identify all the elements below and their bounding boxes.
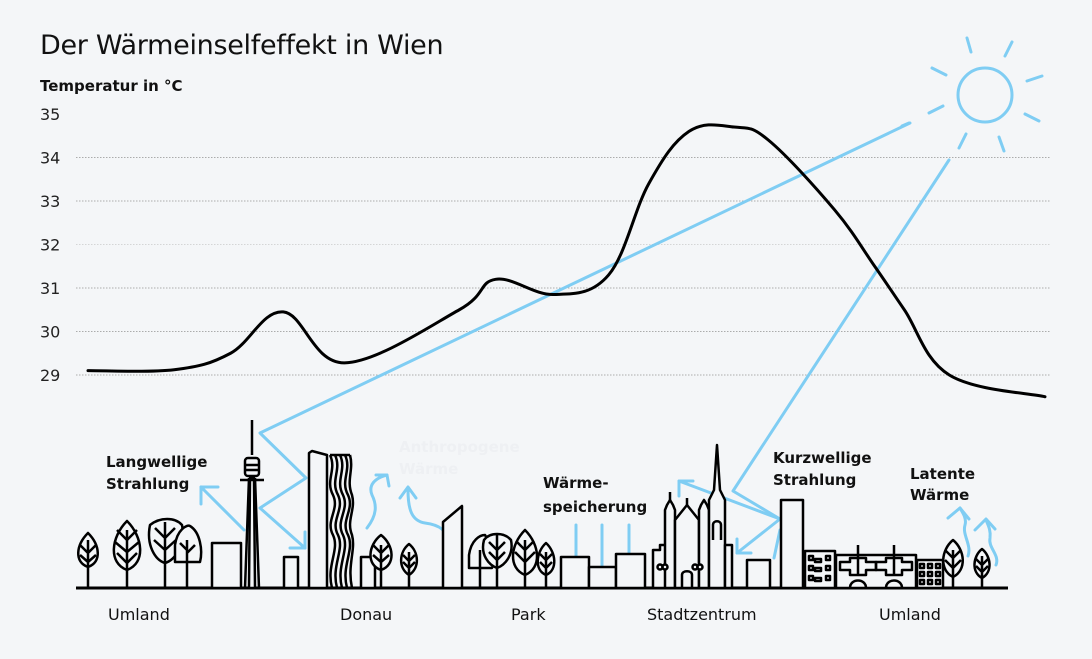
skyline bbox=[77, 420, 991, 590]
temperature-point bbox=[229, 351, 233, 355]
tree-icon bbox=[511, 528, 539, 588]
annotation-anthropogenic-line1: Anthropogene bbox=[399, 438, 520, 456]
temperature-point bbox=[552, 293, 556, 297]
longwave-arrow-icon bbox=[199, 485, 246, 532]
temperature-point bbox=[342, 361, 346, 365]
temperature-point bbox=[732, 125, 736, 129]
temperature-point bbox=[86, 369, 90, 373]
latent-heat-arrows-icon bbox=[946, 506, 999, 567]
y-axis-label: Temperatur in °C bbox=[40, 77, 183, 95]
temperature-point bbox=[494, 277, 498, 281]
tree-icon bbox=[942, 538, 964, 588]
temperature-point bbox=[902, 308, 906, 312]
gridlines bbox=[76, 157, 1050, 376]
slanted-building bbox=[441, 504, 464, 590]
y-tick-label: 35 bbox=[40, 105, 60, 124]
temperature-point bbox=[1043, 395, 1047, 399]
palace-building-icon bbox=[834, 545, 918, 590]
tree-icon bbox=[536, 541, 556, 588]
chart-title: Der Wärmeinselfeffekt in Wien bbox=[40, 30, 444, 61]
tree-icon bbox=[481, 532, 513, 588]
cathedral-icon bbox=[651, 443, 734, 590]
building bbox=[282, 555, 300, 590]
annotation-storage-line1: Wärme- bbox=[543, 474, 609, 492]
tree-icon bbox=[399, 542, 419, 588]
tree-icon bbox=[369, 533, 393, 588]
y-tick-label: 29 bbox=[40, 366, 60, 385]
temperature-point bbox=[607, 273, 611, 277]
tall-building bbox=[307, 449, 329, 590]
tree-icon bbox=[77, 531, 99, 588]
annotation-anthropogenic-line2: Wärme bbox=[399, 460, 458, 478]
region-label-umland-west: Umland bbox=[108, 605, 170, 624]
tree-icon bbox=[973, 547, 991, 588]
wavy-tower-icon bbox=[328, 453, 355, 589]
temperature-point bbox=[172, 368, 176, 372]
shortwave-ray-left bbox=[258, 121, 912, 550]
annotation-latent-line2: Wärme bbox=[910, 486, 969, 504]
tree-icon bbox=[173, 524, 203, 588]
building bbox=[745, 558, 772, 590]
building bbox=[614, 552, 647, 590]
temperature-points bbox=[86, 125, 1047, 399]
building bbox=[210, 541, 243, 590]
temperature-point bbox=[687, 129, 691, 133]
anthropogenic-heat-arrows-icon bbox=[365, 473, 452, 547]
annotation-longwave-line1: Langwellige bbox=[106, 453, 207, 471]
temperature-point bbox=[766, 138, 770, 142]
annotation-latent-line1: Latente bbox=[910, 465, 975, 483]
apartment-building-icon bbox=[803, 549, 837, 590]
shortwave-ray-right bbox=[677, 158, 951, 560]
region-label-park: Park bbox=[511, 605, 546, 624]
sun-icon bbox=[900, 36, 1044, 153]
y-tick-label: 34 bbox=[40, 149, 60, 168]
tree-icon bbox=[112, 519, 142, 588]
building bbox=[359, 555, 377, 590]
y-tick-label: 31 bbox=[40, 279, 60, 298]
temperature-point bbox=[281, 310, 285, 314]
temperature-point bbox=[947, 373, 951, 377]
region-label-donau: Donau bbox=[340, 605, 392, 624]
temperature-point bbox=[873, 264, 877, 268]
building bbox=[587, 565, 618, 590]
building bbox=[559, 555, 591, 590]
temperature-line bbox=[86, 123, 1047, 399]
region-label-stadtzentrum: Stadtzentrum bbox=[647, 605, 757, 624]
annotation-shortwave-line2: Strahlung bbox=[773, 471, 856, 489]
annotation-storage-line2: speicherung bbox=[543, 498, 647, 516]
temperature-point bbox=[647, 182, 651, 186]
tv-tower-icon bbox=[240, 420, 264, 590]
apartment-building-icon bbox=[915, 558, 945, 590]
temperature-point bbox=[832, 208, 836, 212]
temperature-point bbox=[457, 308, 461, 312]
annotation-longwave-line2: Strahlung bbox=[106, 475, 189, 493]
y-axis-ticks: 35 34 33 32 31 30 29 bbox=[40, 105, 60, 385]
building bbox=[779, 498, 805, 590]
y-tick-label: 32 bbox=[40, 236, 60, 255]
region-label-umland-east: Umland bbox=[879, 605, 941, 624]
y-tick-label: 30 bbox=[40, 323, 60, 342]
annotation-shortwave-line1: Kurzwellige bbox=[773, 449, 872, 467]
y-tick-label: 33 bbox=[40, 192, 60, 211]
